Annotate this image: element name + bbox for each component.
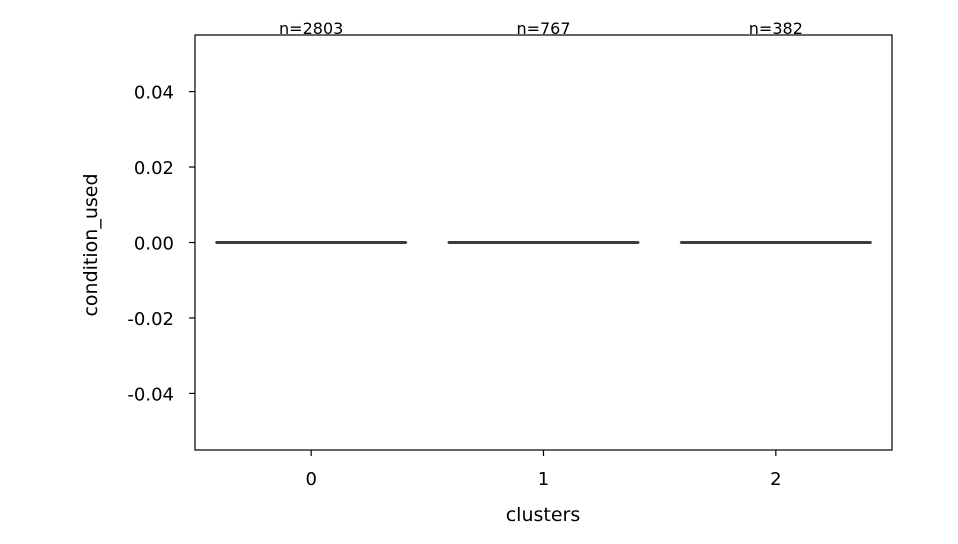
count-annotations: n=2803 n=767 n=382 xyxy=(279,19,803,38)
x-tick-label: 0 xyxy=(305,469,316,490)
count-annotation: n=382 xyxy=(749,19,803,38)
x-tick-label: 1 xyxy=(538,469,549,490)
count-annotation: n=2803 xyxy=(279,19,343,38)
y-axis-label: condition_used xyxy=(80,173,102,316)
y-tick-label: -0.04 xyxy=(127,384,174,405)
x-axis-label: clusters xyxy=(506,504,581,526)
x-tick-label: 2 xyxy=(770,469,781,490)
y-tick-label: 0.02 xyxy=(134,158,174,179)
y-tick-label: -0.02 xyxy=(127,309,174,330)
count-annotation: n=767 xyxy=(516,19,570,38)
y-axis: -0.04 -0.02 0.00 0.02 0.04 xyxy=(127,83,195,405)
x-axis: 0 1 2 xyxy=(305,450,782,490)
y-tick-label: 0.00 xyxy=(134,234,174,255)
y-tick-label: 0.04 xyxy=(134,83,174,104)
